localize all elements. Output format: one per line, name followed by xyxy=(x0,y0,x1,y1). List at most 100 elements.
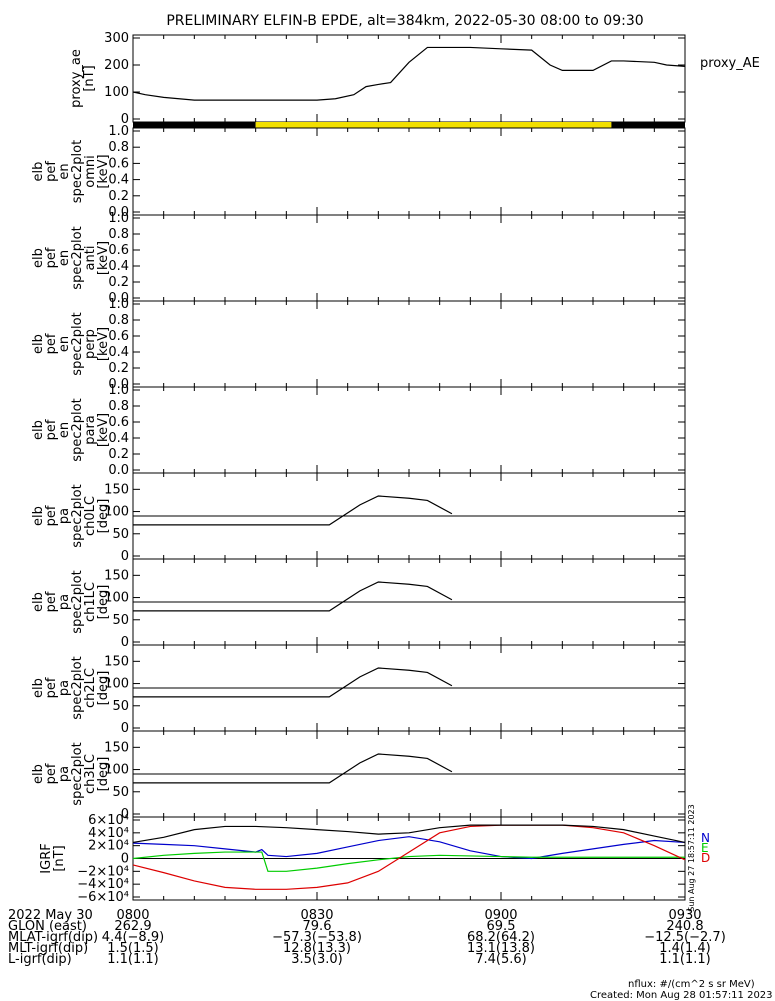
science-bar-segment xyxy=(611,122,685,128)
y-tick-label: 150 xyxy=(104,654,129,669)
y-axis-label: spec2plot xyxy=(70,484,85,547)
y-axis-label: elb xyxy=(31,506,46,526)
y-tick-label: 0 xyxy=(121,807,129,822)
y-tick-label: 150 xyxy=(104,568,129,583)
footer-row-label: MLAT-igrf(dip) xyxy=(8,930,98,945)
y-axis-label: [nT] xyxy=(52,845,67,871)
y-tick-label: 1.0 xyxy=(108,124,129,139)
y-tick-label: 2×10⁴ xyxy=(88,839,129,854)
y-axis-label: elb xyxy=(31,592,46,612)
series-line xyxy=(133,581,453,612)
legend-proxy-ae: proxy_AE xyxy=(700,56,760,71)
y-tick-label: 0.4 xyxy=(108,173,129,188)
y-tick-label: 50 xyxy=(112,613,129,628)
footer-row-value: −57.3(−53.8) xyxy=(272,930,362,945)
y-axis-label: IGRF xyxy=(39,843,54,873)
y-axis-label: ch1LC xyxy=(83,582,98,622)
footer-row-value: 1.1(1.1) xyxy=(107,952,159,967)
footer-row-value: 3.5(3.0) xyxy=(291,952,343,967)
nflux-note: nflux: #/(cm^2 s sr MeV) xyxy=(628,979,755,990)
y-axis-label: [keV] xyxy=(96,413,111,447)
footer-row-label: L-igrf(dip) xyxy=(8,952,72,967)
y-tick-label: 0.6 xyxy=(108,329,129,344)
y-axis-label: en xyxy=(57,336,72,352)
footer-row-value: 1.1(1.1) xyxy=(659,952,711,967)
footer-row-value: 68.2(64.2) xyxy=(467,930,535,945)
y-tick-label: 0 xyxy=(121,721,129,736)
y-axis-label: [deg] xyxy=(96,499,111,534)
y-tick-label: 0.4 xyxy=(108,431,129,446)
panel-para: 0.00.20.40.60.81.0 elbpefenspec2plotpara[… xyxy=(31,383,686,478)
y-axis-label: [deg] xyxy=(96,757,111,792)
series-line-D xyxy=(132,824,686,890)
figure-title: PRELIMINARY ELFIN-B EPDE, alt=384km, 202… xyxy=(166,13,643,29)
y-tick-label: 150 xyxy=(104,482,129,497)
footer-row-value: 69.5 xyxy=(487,919,516,934)
y-axis-label: spec2plot xyxy=(70,140,85,203)
y-axis-label: pef xyxy=(44,763,59,784)
y-axis-label: pa xyxy=(57,680,72,696)
footer-row-value: 79.6 xyxy=(303,919,332,934)
y-axis-label: spec2plot xyxy=(70,312,85,375)
panel-perp: 0.00.20.40.60.81.0 elbpefenspec2plotperp[… xyxy=(31,297,686,392)
y-tick-label: 4×10⁴ xyxy=(88,826,129,841)
y-axis-label: pef xyxy=(44,505,59,526)
side-stamp: Sun Aug 27 18:57:11 2023 xyxy=(687,804,696,911)
footer-row-label: 2022 May 30 xyxy=(8,908,93,923)
panel-frame xyxy=(132,214,686,302)
y-axis-label: pa xyxy=(57,594,72,610)
y-tick-label: 0.2 xyxy=(108,361,129,376)
footer-row-value: −12.5(−2.7) xyxy=(644,930,726,945)
science-bar-segment xyxy=(255,122,612,128)
y-tick-label: 0 xyxy=(121,549,129,564)
science-bar-segment xyxy=(133,122,256,128)
y-tick-label: 0.0 xyxy=(108,291,129,306)
footer-row-label: GLON (east) xyxy=(8,919,87,934)
y-axis-label: [nT] xyxy=(82,65,97,91)
panel-igrf: −6×10⁴−4×10⁴−2×10⁴02×10⁴4×10⁴6×10⁴IGRF[n… xyxy=(39,804,710,911)
y-tick-label: 0.8 xyxy=(108,313,129,328)
y-axis-label: elb xyxy=(31,764,46,784)
y-tick-label: −2×10⁴ xyxy=(77,864,129,879)
y-axis-label: pef xyxy=(44,677,59,698)
y-axis-label: elb xyxy=(31,678,46,698)
y-axis-label: pef xyxy=(44,591,59,612)
panel-frame xyxy=(132,386,686,474)
footer-row-value: 12.8(13.3) xyxy=(283,941,351,956)
panel-science_bar xyxy=(133,122,685,128)
y-tick-label: −4×10⁴ xyxy=(77,877,129,892)
y-axis-label: pef xyxy=(44,333,59,354)
y-tick-label: 0.8 xyxy=(108,140,129,155)
y-tick-label: 0.2 xyxy=(108,189,129,204)
y-tick-label: 0 xyxy=(121,635,129,650)
y-axis-label: anti xyxy=(83,246,98,271)
footer-row-value: 0930 xyxy=(668,908,701,923)
panel-frame xyxy=(132,300,686,388)
panel-omni: 0.00.20.4 0.60.81.0 elbpefenspec2plotomni[… xyxy=(31,124,686,220)
y-axis-label: ch0LC xyxy=(83,496,98,536)
y-tick-label: 0.2 xyxy=(108,447,129,462)
y-tick-label: 1.0 xyxy=(108,297,129,312)
series-line xyxy=(133,667,453,698)
y-tick-label: −6×10⁴ xyxy=(77,890,129,905)
series-line-N xyxy=(132,836,686,860)
footer-row-value: 0830 xyxy=(300,908,333,923)
y-tick-label: 200 xyxy=(104,58,129,73)
series-line xyxy=(132,46,686,101)
y-tick-label: 1.0 xyxy=(108,211,129,226)
y-axis-label: [keV] xyxy=(96,327,111,361)
y-axis-label: [keV] xyxy=(96,241,111,275)
y-axis-label: elb xyxy=(31,162,46,182)
y-tick-label: 100 xyxy=(104,763,129,778)
y-axis-label: spec2plot xyxy=(70,656,85,719)
y-axis-label: pef xyxy=(44,247,59,268)
y-tick-label: 50 xyxy=(112,699,129,714)
y-tick-label: 100 xyxy=(104,85,129,100)
series-line-total xyxy=(132,824,686,844)
y-tick-label: 150 xyxy=(104,740,129,755)
y-tick-label: 0.4 xyxy=(108,345,129,360)
panel-frame xyxy=(132,34,686,123)
